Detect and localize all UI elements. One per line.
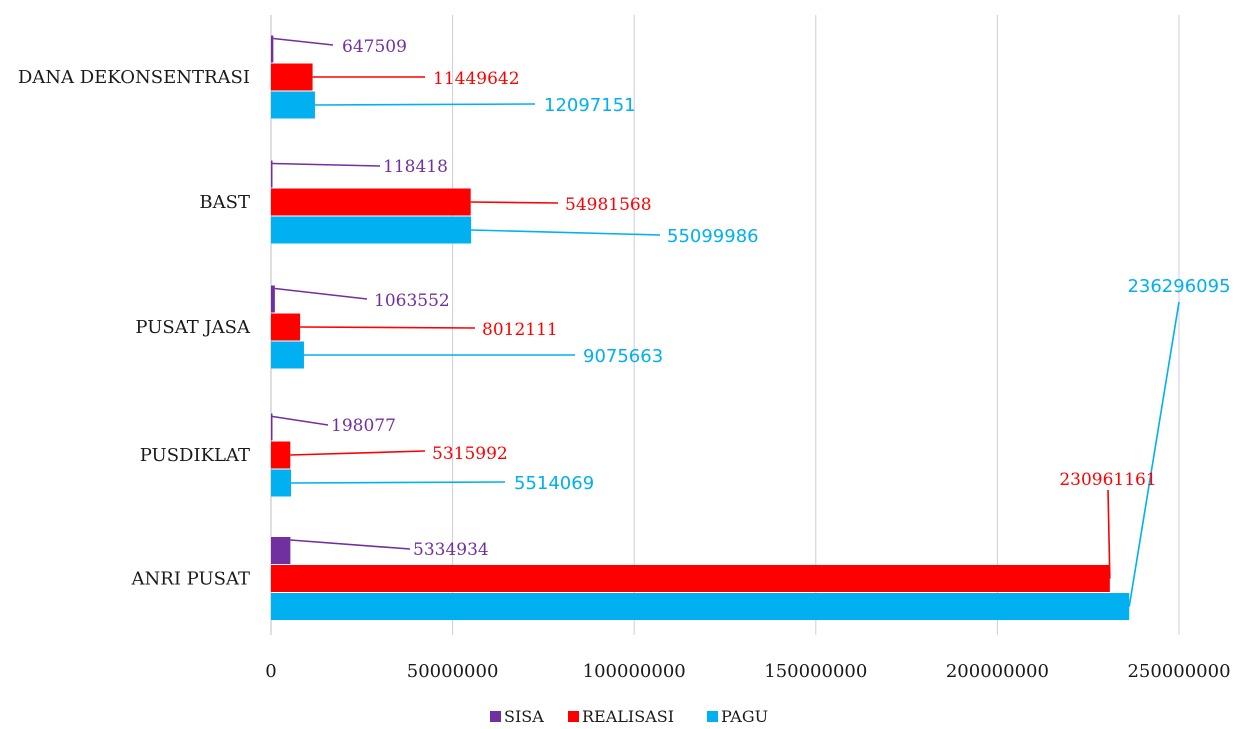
leader-line [1107, 489, 1111, 579]
bar-sisa-pusat-jasa [271, 285, 275, 313]
data-label: 12097151 [544, 95, 636, 116]
data-label: 5514069 [514, 473, 594, 494]
bar-pagu-anri-pusat [271, 593, 1130, 620]
bar-sisa-dana-dekonsentrasi [271, 35, 274, 63]
legend-label-realisasi: REALISASI [582, 707, 674, 726]
data-label: 118418 [383, 157, 448, 177]
legend-swatch-pagu [707, 711, 718, 722]
leader-line [300, 326, 476, 329]
leader-line [272, 162, 381, 167]
bar-sisa-pusdiklat [271, 413, 273, 441]
leader-line [272, 415, 329, 426]
bar-pagu-pusat-jasa [271, 341, 304, 369]
bar-sisa-anri-pusat [271, 537, 291, 564]
data-labels: 5334934 230961161 236296095 198077 5315992 55… [331, 37, 1231, 560]
gridlines [270, 15, 1180, 635]
x-tick-label: 100000000 [583, 661, 686, 682]
data-label: 54981568 [565, 195, 652, 215]
data-label: 230961161 [1059, 470, 1156, 490]
category-label: PUSAT JASA [135, 317, 251, 338]
category-label: PUSDIKLAT [140, 445, 250, 466]
x-tick-label: 200000000 [946, 661, 1049, 682]
data-label: 1063552 [374, 291, 450, 311]
leader-line [291, 481, 506, 484]
data-label: 236296095 [1127, 276, 1230, 297]
bars [271, 35, 1130, 620]
leader-line [1128, 301, 1180, 607]
leader-line [471, 229, 661, 236]
data-label: 5334934 [413, 540, 489, 560]
category-label: BAST [199, 192, 250, 213]
data-label: 647509 [342, 37, 407, 57]
bar-realisasi-pusdiklat [271, 441, 291, 469]
x-tick-label: 250000000 [1127, 661, 1230, 682]
x-tick-label: 50000000 [407, 661, 499, 682]
legend-label-sisa: SISA [504, 707, 544, 726]
leader-line [274, 287, 368, 300]
legend-swatch-realisasi [568, 711, 579, 722]
category-label: DANA DEKONSENTRASI [18, 67, 250, 88]
data-label: 8012111 [482, 320, 558, 340]
bar-pagu-pusdiklat [271, 469, 292, 497]
x-tick-label: 0 [265, 661, 276, 682]
legend-swatch-sisa [490, 711, 501, 722]
bar-pagu-bast [271, 216, 472, 244]
data-label: 55099986 [667, 226, 759, 247]
legend-label-pagu: PAGU [721, 707, 768, 726]
leader-line [470, 201, 559, 204]
x-tick-label: 150000000 [764, 661, 867, 682]
axis-tick-labels: 0 50000000 100000000 150000000 200000000 2500… [265, 661, 1230, 682]
data-label: 198077 [331, 416, 396, 436]
data-label: 5315992 [432, 444, 508, 464]
bar-sisa-bast [271, 160, 273, 188]
data-label: 9075663 [583, 346, 663, 367]
legend: SISA REALISASI PAGU [490, 707, 768, 726]
category-labels: ANRI PUSAT PUSDIKLAT PUSAT JASA BAST DANA DE… [18, 67, 251, 590]
data-label: 11449642 [433, 69, 520, 89]
category-label: ANRI PUSAT [131, 569, 250, 590]
leader-line [273, 37, 334, 46]
leader-line [290, 450, 426, 456]
bar-pagu-dana-dekonsentrasi [271, 91, 315, 119]
leader-line [290, 539, 411, 550]
bar-realisasi-dana-dekonsentrasi [271, 63, 313, 91]
leader-line [314, 103, 536, 106]
leader-lines [272, 37, 1180, 607]
bar-realisasi-bast [271, 188, 471, 216]
bar-realisasi-anri-pusat [271, 565, 1110, 592]
bar-realisasi-pusat-jasa [271, 313, 301, 341]
